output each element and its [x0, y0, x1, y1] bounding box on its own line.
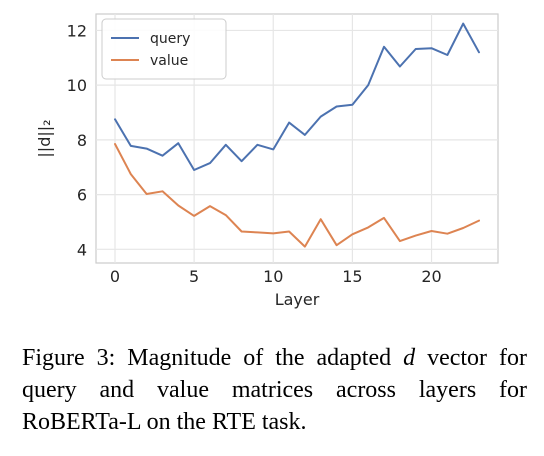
y-tick-label: 6 — [77, 186, 87, 205]
y-tick-label: 8 — [77, 131, 87, 150]
x-tick-labels: 0 5 10 15 20 — [110, 267, 442, 286]
x-tick-label: 10 — [263, 267, 283, 286]
y-tick-label: 4 — [77, 240, 87, 259]
series-line-value — [114, 143, 480, 248]
legend-label-query: query — [150, 31, 190, 47]
legend: query value — [101, 18, 227, 80]
series-line-query — [114, 22, 480, 171]
y-tick-label: 12 — [67, 21, 87, 40]
legend-label-value: value — [150, 53, 188, 69]
legend-box — [101, 18, 227, 80]
y-tick-labels: 4 6 8 10 12 — [67, 21, 87, 259]
y-axis-label: ||d||₂ — [35, 119, 54, 157]
x-tick-label: 15 — [342, 267, 362, 286]
line-chart: 0 5 10 15 20 4 6 8 10 12 Layer ||d||₂ query value — [35, 13, 499, 309]
caption-variable: d — [403, 345, 416, 371]
caption-suffix: vector for query and value matrices acro… — [22, 345, 527, 435]
x-tick-label: 20 — [421, 267, 441, 286]
y-tick-label: 10 — [67, 76, 87, 95]
series-layer — [114, 22, 480, 248]
x-tick-label: 5 — [189, 267, 199, 286]
x-axis-label: Layer — [275, 290, 320, 309]
figure-caption: Figure 3: Magnitude of the adapted d vec… — [22, 342, 527, 438]
caption-prefix: Figure 3: Magnitude of the adapted — [22, 345, 404, 371]
x-tick-label: 0 — [110, 267, 120, 286]
